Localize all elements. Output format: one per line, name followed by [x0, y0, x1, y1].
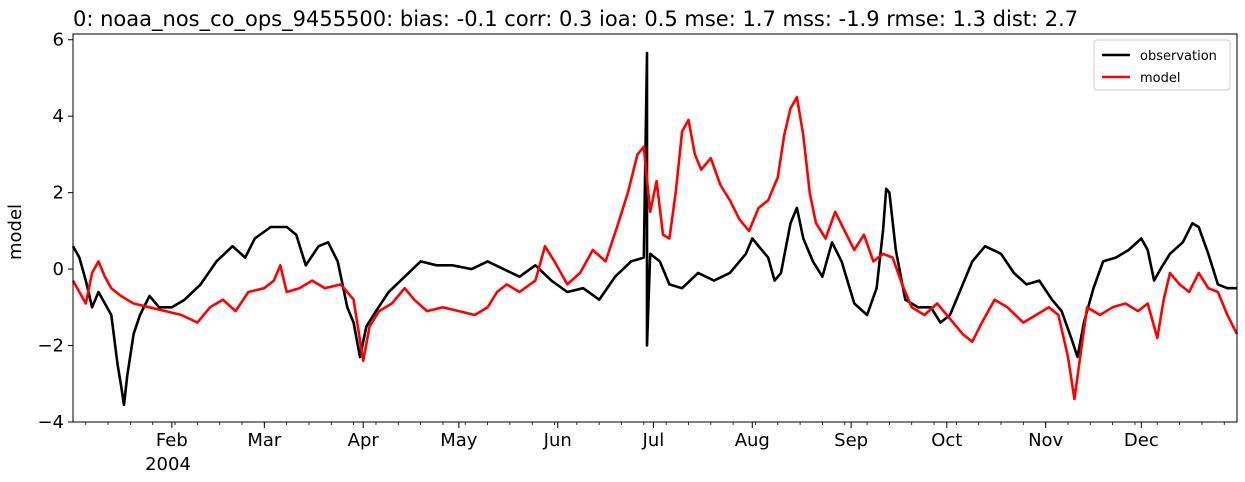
- x-tick-label: Mar: [247, 430, 282, 451]
- x-tick-label: Aug: [735, 430, 770, 451]
- series-line-observation: [71, 51, 1237, 407]
- x-tick-label: Nov: [1028, 430, 1063, 451]
- x-tick-label: Apr: [348, 430, 380, 451]
- x-tick-label: Dec: [1124, 430, 1159, 451]
- chart-title: 0: noaa_nos_co_ops_9455500: bias: -0.1 c…: [73, 7, 1078, 32]
- axes: −4 −2 0 2 4 6 Feb Mar Apr May Jun Jul Aug Sep Oct Nov De…: [37, 30, 1238, 451]
- y-tick-label: 2: [53, 183, 64, 204]
- y-tick-label: 4: [53, 106, 64, 127]
- legend: observation model: [1093, 39, 1231, 91]
- x-year-label: 2004: [145, 454, 191, 475]
- plot-frame: [72, 33, 1238, 423]
- y-axis-label: model: [5, 204, 26, 260]
- x-tick-label: Feb: [156, 430, 188, 451]
- x-tick-label: Oct: [931, 430, 962, 451]
- x-tick-label: Jun: [543, 430, 572, 451]
- legend-label-observation: observation: [1140, 49, 1217, 64]
- y-tick-label: −4: [37, 412, 64, 433]
- y-tick-label: −2: [37, 336, 64, 357]
- series-line-model: [71, 95, 1239, 401]
- y-tick-label: 6: [53, 30, 64, 51]
- x-tick-label: Sep: [834, 430, 868, 451]
- legend-label-model: model: [1140, 71, 1180, 86]
- y-tick-label: 0: [53, 259, 64, 280]
- x-tick-label: May: [440, 430, 478, 451]
- plot-area: [71, 51, 1239, 407]
- x-tick-label: Jul: [642, 430, 665, 451]
